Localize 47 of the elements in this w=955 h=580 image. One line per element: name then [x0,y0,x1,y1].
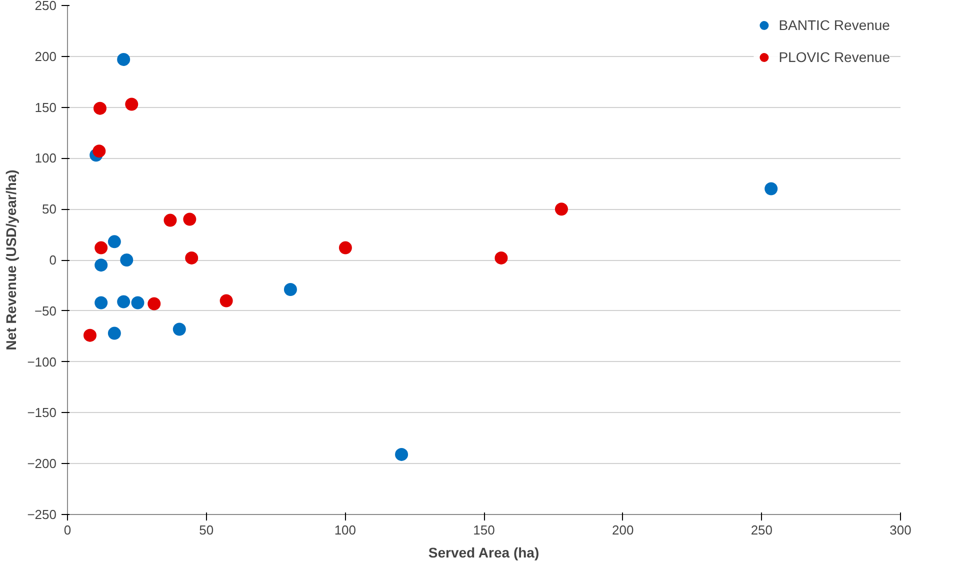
point [185,251,198,264]
y-tick-label: 0 [49,252,57,268]
y-tick-label: −250 [27,507,57,522]
y-axis-title: Net Revenue (USD/year/ha) [3,170,20,350]
point [148,297,161,310]
point [164,214,177,227]
x-tick-label: 250 [750,522,773,538]
y-tick-label: −50 [34,303,57,318]
point [93,102,106,115]
y-tick-label: 100 [34,150,57,166]
y-tick-label: 50 [42,202,57,217]
point [117,52,130,66]
x-axis-title: Served Area (ha) [428,544,540,560]
point [108,235,121,248]
point [120,254,134,266]
point [494,251,508,264]
point [94,258,108,272]
point [125,98,138,111]
y-tick-label: −200 [27,456,57,472]
x-tick-label: 100 [334,522,356,538]
x-tick-label: 50 [199,522,214,538]
point [117,295,130,308]
point [554,202,568,216]
y-tick-label: −100 [27,354,57,370]
y-tick-label: 150 [34,100,57,115]
point [92,144,106,158]
legend-label: BANTIC Revenue [778,17,890,33]
x-tick-label: 200 [612,522,634,538]
point [284,283,297,296]
point [131,296,144,310]
point [395,448,408,461]
point [83,328,96,342]
x-tick-label: 300 [890,522,912,538]
point [94,241,108,254]
x-tick-label: 0 [64,522,72,538]
point [94,296,108,310]
point [338,241,352,254]
point [108,326,121,340]
point [764,182,778,196]
legend-label: PLOVIC Revenue [778,49,890,65]
y-tick-label: −150 [27,405,57,420]
y-tick-label: 250 [34,0,57,13]
point [183,212,196,226]
x-tick-label: 150 [473,522,495,538]
point [172,322,186,336]
point [220,294,233,308]
y-tick-label: 200 [34,48,57,64]
